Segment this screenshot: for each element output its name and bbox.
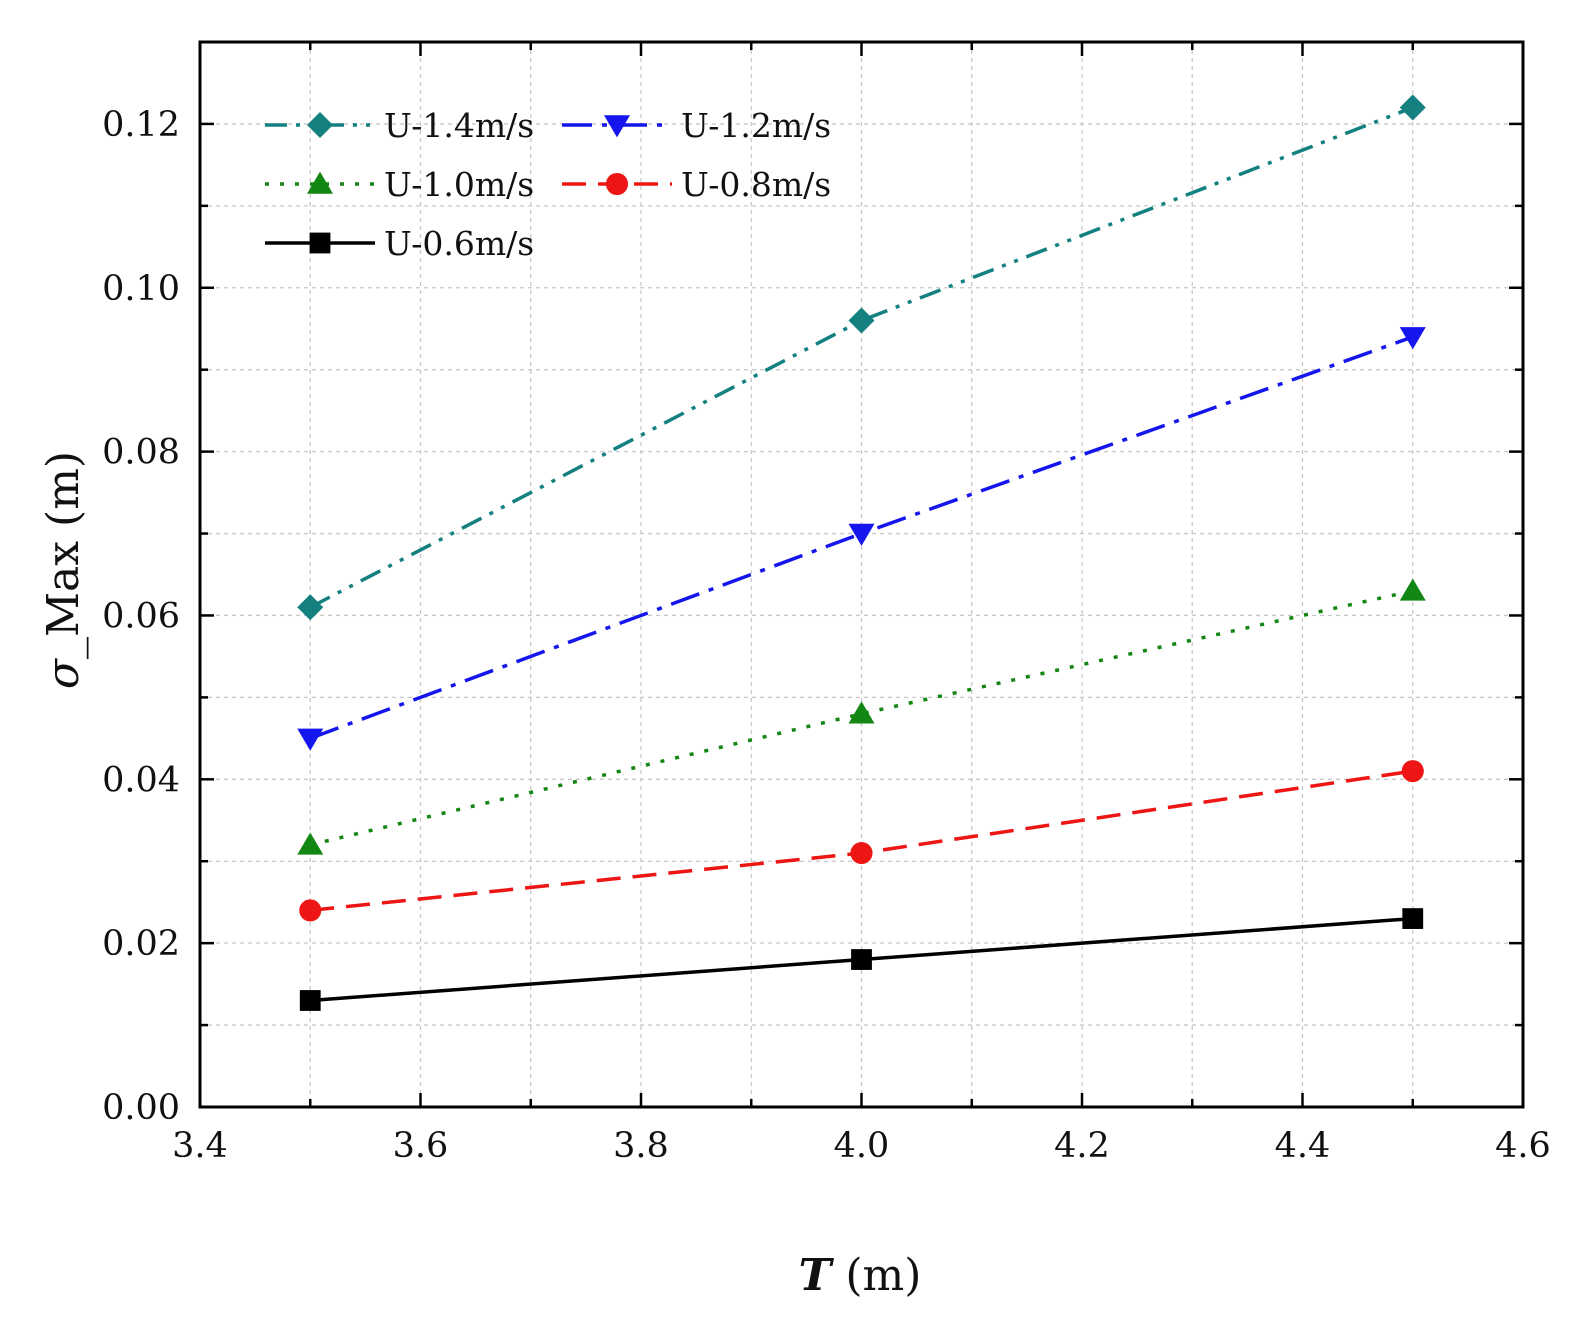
ticks-layer: 3.4 3.6 3.8 4.0 4.2 4.4 4.6 0.00 0.02 0.04 0.06 0.0… [102, 40, 1551, 1166]
x-axis-title-var: T [799, 1250, 835, 1301]
y-tick-label: 0.00 [102, 1088, 180, 1128]
data-point [1399, 94, 1426, 121]
legend-label: U-1.2m/s [681, 106, 831, 145]
series-U-1.4m/s [297, 94, 1426, 621]
plot-frame [198, 40, 1525, 1109]
y-tick-label: 0.06 [102, 596, 180, 636]
legend-label: U-0.8m/s [681, 165, 831, 204]
series-U-1.2m/s [297, 327, 1426, 751]
legend-entry: U-1.2m/s [562, 106, 831, 145]
legend-marker [307, 112, 333, 138]
legend-marker [309, 232, 331, 254]
series-layer [297, 94, 1426, 1011]
data-point [297, 594, 324, 621]
data-point [1402, 908, 1424, 929]
data-point [299, 899, 322, 922]
data-point [297, 832, 324, 855]
y-tick-label: 0.04 [102, 760, 180, 800]
series-U-0.6m/s [299, 908, 1424, 1011]
legend-entry: U-0.6m/s [265, 224, 534, 263]
data-point [1399, 578, 1426, 601]
data-point [848, 523, 875, 546]
x-tick-label: 3.6 [393, 1126, 449, 1166]
y-axis-title: σ_Max (m) [38, 451, 89, 689]
x-tick-label: 3.4 [172, 1126, 228, 1166]
x-tick-label: 4.6 [1495, 1126, 1551, 1166]
y-tick-label: 0.12 [102, 105, 180, 145]
legend-marker [604, 115, 630, 138]
legend-marker [605, 172, 629, 196]
data-point [1399, 327, 1426, 350]
legend-entry: U-1.0m/s [265, 165, 534, 204]
legend-label: U-1.4m/s [384, 106, 534, 145]
x-tick-label: 4.0 [834, 1126, 890, 1166]
y-axis-title-rest: _Max (m) [38, 451, 89, 659]
series-line [310, 769, 1414, 913]
grid-layer [200, 41, 1523, 1107]
y-axis-title-symbol: σ [38, 657, 89, 689]
data-point [299, 990, 321, 1011]
legend-entry: U-0.8m/s [562, 165, 831, 204]
x-tick-label: 3.8 [613, 1126, 669, 1166]
series-U-0.8m/s [299, 760, 1424, 922]
legend-label: U-1.0m/s [384, 165, 534, 204]
x-axis-title: T (m) [799, 1250, 922, 1301]
legend: U-1.4m/s U-1.2m/s U-1.0m/s U-0.8m/s U-0.6m/s [265, 106, 831, 263]
y-tick-label: 0.02 [102, 924, 180, 964]
series-line [309, 105, 1414, 609]
series-U-1.0m/s [297, 578, 1426, 855]
series-line [309, 335, 1414, 740]
data-point [1401, 760, 1424, 783]
x-axis-title-unit: (m) [831, 1250, 921, 1301]
data-point [297, 728, 324, 751]
y-tick-label: 0.10 [102, 269, 180, 309]
x-tick-label: 4.2 [1054, 1126, 1110, 1166]
legend-entry: U-1.4m/s [265, 106, 534, 145]
data-point [851, 949, 872, 970]
y-tick-label: 0.08 [102, 433, 180, 473]
data-point [850, 841, 873, 865]
x-tick-label: 4.4 [1275, 1126, 1331, 1166]
data-point [848, 307, 875, 334]
data-point [848, 701, 875, 724]
legend-label: U-0.6m/s [384, 224, 534, 263]
legend-marker [307, 171, 333, 194]
